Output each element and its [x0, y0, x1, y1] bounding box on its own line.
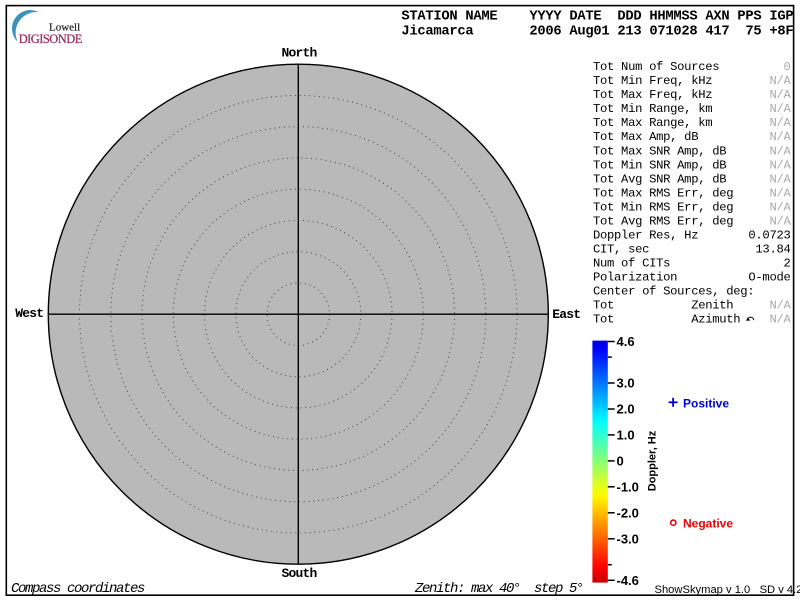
svg-text:N/A: N/A — [769, 102, 791, 116]
svg-text:Positive: Positive — [683, 396, 729, 410]
svg-text:N/A: N/A — [769, 200, 791, 214]
svg-text:13.84: 13.84 — [755, 243, 790, 257]
svg-text:N/A: N/A — [769, 172, 791, 186]
svg-text:West: West — [15, 306, 43, 321]
svg-text:Lowell: Lowell — [49, 22, 80, 34]
svg-text:0: 0 — [617, 454, 624, 469]
svg-text:Jicamarca 2006 Aug01 213: Jicamarca 2006 Aug01 213 071028 417 75 +… — [401, 23, 793, 39]
svg-text:Tot Min RMS Err, deg: Tot Min RMS Err, deg — [593, 200, 733, 214]
svg-text:3.0: 3.0 — [617, 376, 635, 391]
svg-text:Tot Zenith: Tot Zenith — [593, 299, 733, 313]
svg-text:Tot Max Range, km: Tot Max Range, km — [593, 116, 712, 130]
svg-text:N/A: N/A — [769, 158, 791, 172]
svg-text:N/A: N/A — [769, 214, 791, 228]
svg-text:O-mode: O-mode — [748, 271, 790, 285]
svg-text:2: 2 — [783, 257, 790, 271]
svg-text:Doppler, Hz: Doppler, Hz — [647, 430, 659, 491]
svg-text:2.0: 2.0 — [617, 402, 635, 417]
svg-text:Doppler Res, Hz: Doppler Res, Hz — [593, 229, 698, 243]
svg-text:N/A: N/A — [769, 130, 791, 144]
svg-text:Zenith: max 40° step 5°: Zenith: max 40° step 5° — [414, 581, 583, 597]
svg-text:Tot Avg RMS Err, deg: Tot Avg RMS Err, deg — [593, 214, 733, 228]
svg-text:Num of CITs: Num of CITs — [593, 257, 670, 271]
svg-text:N/A: N/A — [769, 186, 791, 200]
svg-text:Tot Min Range, km: Tot Min Range, km — [593, 102, 712, 116]
svg-text:-1.0: -1.0 — [617, 480, 639, 495]
svg-text:1.0: 1.0 — [617, 428, 635, 443]
svg-text:North: North — [281, 46, 317, 61]
svg-text:N/A: N/A — [769, 88, 791, 102]
svg-text:-3.0: -3.0 — [617, 532, 639, 547]
svg-text:Center of Sources, deg:: Center of Sources, deg: — [593, 285, 754, 299]
svg-text:Polarization: Polarization — [593, 271, 677, 285]
svg-text:South: South — [281, 566, 317, 581]
svg-text:DIGISONDE: DIGISONDE — [19, 32, 83, 46]
svg-text:-4.6: -4.6 — [617, 573, 639, 588]
svg-text:N/A: N/A — [769, 74, 791, 88]
svg-text:N/A: N/A — [769, 313, 791, 327]
svg-text:Tot Azimuth: Tot Azimuth — [593, 313, 740, 327]
svg-text:Tot Min SNR Amp, dB: Tot Min SNR Amp, dB — [593, 158, 726, 172]
svg-text:Tot Max RMS Err, deg: Tot Max RMS Err, deg — [593, 186, 733, 200]
svg-text:East: East — [552, 307, 580, 322]
svg-text:Tot Num of Sources: Tot Num of Sources — [593, 60, 719, 74]
svg-text:Compass coordinates: Compass coordinates — [11, 581, 145, 597]
svg-text:Tot Max Amp, dB: Tot Max Amp, dB — [593, 130, 698, 144]
svg-text:-2.0: -2.0 — [617, 506, 639, 521]
svg-text:STATION NAME YYYY DATE DDD: STATION NAME YYYY DATE DDD HHMMSS AXN PP… — [401, 10, 793, 25]
svg-text:N/A: N/A — [769, 299, 791, 313]
svg-text:N/A: N/A — [769, 116, 791, 130]
svg-text:Tot Max Freq, kHz: Tot Max Freq, kHz — [593, 88, 712, 102]
svg-text:Negative: Negative — [683, 516, 733, 530]
svg-text:0: 0 — [783, 60, 790, 74]
svg-text:ShowSkymap v 1.0 SD v 4.2: ShowSkymap v 1.0 SD v 4.2 — [655, 584, 800, 596]
svg-text:Tot Min Freq, kHz: Tot Min Freq, kHz — [593, 74, 712, 88]
svg-text:N/A: N/A — [769, 144, 791, 158]
svg-text:Tot Max SNR Amp, dB: Tot Max SNR Amp, dB — [593, 144, 726, 158]
svg-text:4.6: 4.6 — [617, 334, 635, 349]
svg-text:CIT, sec: CIT, sec — [593, 243, 649, 257]
svg-text:0.0723: 0.0723 — [748, 229, 790, 243]
svg-text:Tot Avg SNR Amp, dB: Tot Avg SNR Amp, dB — [593, 172, 726, 186]
